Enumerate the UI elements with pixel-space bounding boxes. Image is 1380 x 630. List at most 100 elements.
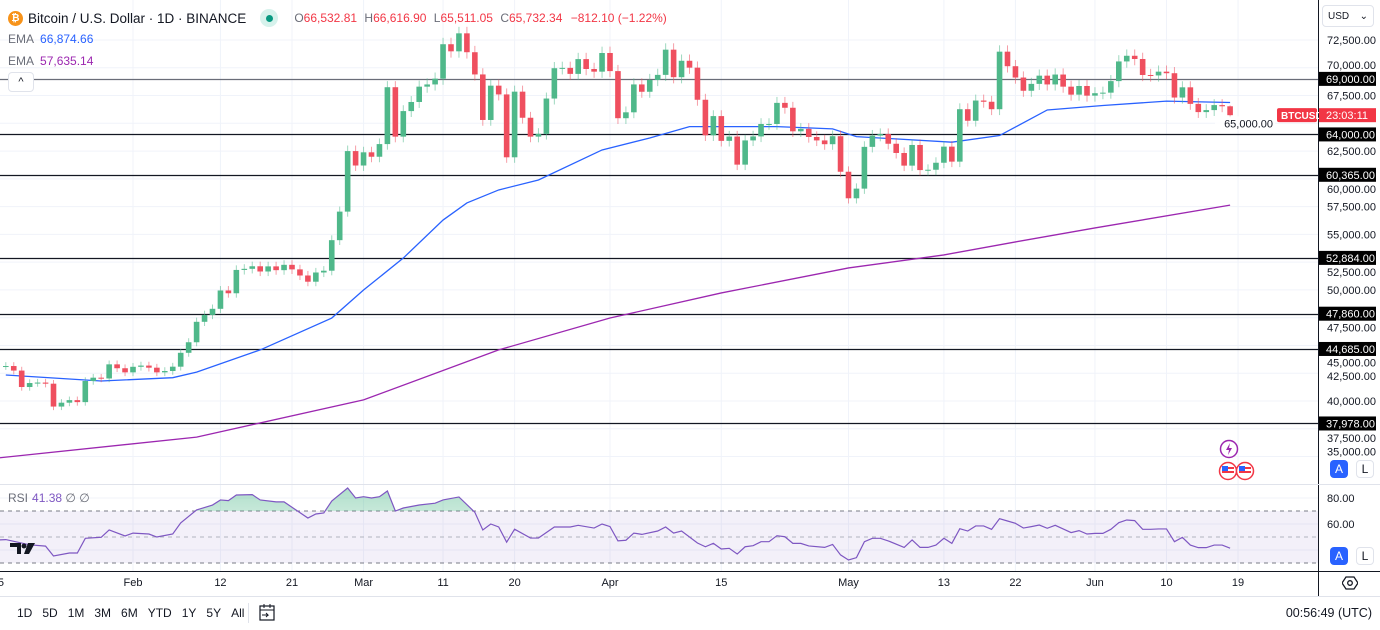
collapse-indicators-button[interactable]: ^ [8, 72, 34, 92]
range-button-3m[interactable]: 3M [94, 606, 112, 620]
candle-body [1147, 74, 1154, 76]
ema-slow-line [0, 204, 1231, 459]
range-button-5d[interactable]: 5D [42, 606, 58, 620]
event-lightning-icon[interactable] [1219, 439, 1239, 459]
candle-body [798, 128, 804, 132]
divider [248, 603, 249, 623]
indicator-ema-fast[interactable]: EMA 66,874.66 [8, 32, 93, 46]
candle-body [686, 60, 693, 68]
candle-body [964, 109, 971, 121]
candle-body [472, 52, 478, 75]
rsi-auto-scale-button[interactable]: A [1330, 547, 1348, 565]
ohlc-values: O66,532.81 H66,616.90 L65,511.05 C65,732… [290, 11, 667, 25]
candle-body [408, 101, 415, 112]
candle-body [933, 162, 939, 170]
price-tick-label: 52,500.00 [1327, 267, 1376, 279]
candle-body [416, 86, 422, 102]
candle-body [782, 102, 788, 108]
time-tick-label: Apr [601, 577, 618, 589]
candle-body [1155, 71, 1162, 76]
candle-body [670, 49, 677, 78]
low-value: 65,511.05 [440, 11, 493, 25]
candle-body [957, 109, 963, 162]
candle-body [623, 112, 629, 119]
candle-body [805, 128, 812, 137]
time-tick-label: 19 [1232, 577, 1244, 589]
rsi-line [0, 487, 1231, 561]
candle-body [869, 135, 876, 147]
candle-body [328, 240, 335, 271]
price-tick-label: 67,500.00 [1327, 91, 1376, 103]
candle-body [535, 133, 542, 137]
candles [3, 26, 1233, 411]
candle-body [209, 308, 216, 315]
calendar-goto-icon[interactable] [258, 603, 276, 623]
candle-body [1171, 73, 1178, 98]
range-button-5y[interactable]: 5Y [206, 606, 222, 620]
candle-body [1100, 92, 1106, 94]
high-value: 66,616.90 [373, 11, 427, 25]
us-flag-event-icon[interactable] [1218, 461, 1238, 481]
indicator-rsi[interactable]: RSI 41.38 ∅ ∅ [8, 491, 90, 505]
range-button-1y[interactable]: 1Y [181, 606, 197, 620]
symbol-title[interactable]: Bitcoin / U.S. Dollar · 1D · BINANCE [28, 10, 247, 26]
candle-body [297, 269, 303, 276]
candle-body [1139, 58, 1146, 75]
candle-body [241, 268, 248, 270]
price-tick-label: 47,500.00 [1327, 323, 1376, 335]
candle-body [877, 134, 884, 136]
candle-body [289, 264, 295, 270]
candle-body [646, 79, 653, 92]
range-button-1m[interactable]: 1M [67, 606, 85, 620]
open-value: 66,532.81 [303, 11, 358, 25]
candle-body [90, 377, 97, 382]
candle-body [114, 364, 120, 369]
candle-body [750, 136, 756, 141]
currency-select[interactable]: USD ⌄ [1322, 5, 1374, 27]
level-price-label: 47,860.00 [1326, 309, 1375, 321]
price-tick-label-bg [1215, 116, 1275, 131]
candle-body [185, 342, 192, 353]
candle-body [639, 84, 645, 92]
candle-body [1012, 66, 1019, 78]
candle-body [18, 370, 25, 388]
ema-slow-layer [0, 204, 1231, 459]
price-tick-label: 72,500.00 [1327, 35, 1376, 47]
auto-scale-button[interactable]: A [1330, 460, 1348, 478]
candle-body [169, 366, 176, 372]
candle-body [726, 136, 733, 141]
candle-body [742, 140, 748, 165]
range-button-1d[interactable]: 1D [17, 606, 33, 620]
range-button-6m[interactable]: 6M [121, 606, 138, 620]
settings-icon[interactable] [1342, 575, 1358, 591]
range-button-all[interactable]: All [231, 606, 245, 620]
level-price-label: 37,978.00 [1326, 418, 1375, 430]
clock[interactable]: 00:56:49 (UTC) [1285, 606, 1372, 620]
candle-body [1131, 55, 1138, 59]
candle-body [1179, 87, 1186, 98]
candle-body [368, 152, 375, 157]
price-tick-label: 57,500.00 [1327, 202, 1376, 214]
candle-body [662, 49, 669, 75]
range-button-ytd[interactable]: YTD [147, 606, 172, 620]
level-price-label: 64,000.00 [1326, 129, 1375, 141]
price-tick-label: 55,000.00 [1327, 229, 1376, 241]
price-tick-label: 42,500.00 [1327, 371, 1376, 383]
candle-body [901, 152, 907, 166]
candle-body [1116, 61, 1122, 82]
log-scale-button[interactable]: L [1356, 460, 1374, 478]
candle-body [941, 146, 947, 163]
us-flag-event-icon[interactable] [1235, 461, 1255, 481]
candle-body [1123, 55, 1130, 62]
candle-body [1092, 93, 1098, 96]
indicator-name: EMA [8, 32, 35, 46]
candle-body [694, 67, 701, 100]
indicator-ema-slow[interactable]: EMA 57,635.14 [8, 54, 93, 68]
level-price-box [1319, 416, 1376, 431]
rsi-log-scale-button[interactable]: L [1356, 547, 1374, 565]
candle-body [146, 365, 152, 368]
candle-body [42, 382, 49, 384]
candle-body [400, 111, 407, 137]
price-tick-label: 60,000.00 [1327, 184, 1376, 196]
